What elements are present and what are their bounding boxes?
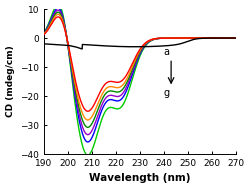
Text: a: a bbox=[163, 47, 169, 57]
X-axis label: Wavelength (nm): Wavelength (nm) bbox=[89, 174, 191, 184]
Text: g: g bbox=[163, 88, 170, 98]
Y-axis label: CD (mdeg/cm): CD (mdeg/cm) bbox=[6, 46, 15, 117]
